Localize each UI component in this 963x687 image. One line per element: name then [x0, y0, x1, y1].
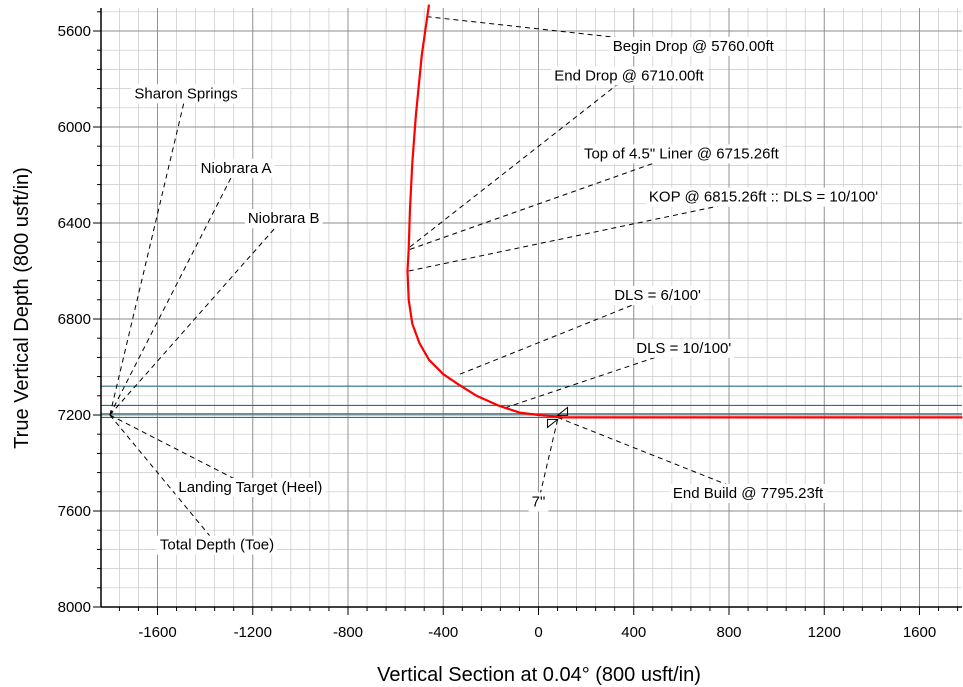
- annotation-label: 7": [532, 493, 546, 510]
- y-axis-label: True Vertical Depth (800 usft/in): [11, 167, 33, 449]
- annotation: Niobrara B: [244, 209, 323, 229]
- casing-marker: [547, 418, 559, 429]
- x-tick-label: 1200: [808, 624, 841, 641]
- annotation-leader: [409, 152, 682, 250]
- annotation-background: [528, 492, 549, 512]
- y-tick-label: 8000: [58, 599, 91, 616]
- x-tick-label: -800: [333, 624, 363, 641]
- annotation: DLS = 10/100': [633, 338, 735, 358]
- y-tick-label: 6000: [58, 119, 91, 136]
- well-path-line: [406, 4, 963, 419]
- annotation-label: Sharon Springs: [134, 85, 237, 102]
- annotation: End Build @ 7795.23ft: [669, 484, 828, 503]
- y-tick-label: 5600: [58, 23, 91, 40]
- casing-marker: [556, 406, 569, 416]
- x-tick-label: -400: [428, 624, 458, 641]
- annotation-background: [551, 66, 708, 86]
- annotation-leader: [109, 414, 251, 488]
- y-tick-label: 6400: [58, 215, 91, 232]
- annotation-label: Begin Drop @ 5760.00ft: [613, 38, 775, 55]
- annotation-background: [131, 84, 241, 104]
- annotation-leader: [557, 416, 749, 494]
- annotation-label: DLS = 6/100': [614, 287, 701, 304]
- annotation: DLS = 6/100': [611, 286, 705, 305]
- annotation-leader: [109, 217, 285, 416]
- annotation: Total Depth (Toe): [156, 535, 278, 555]
- annotation: Sharon Springs: [131, 84, 241, 104]
- x-tick-label: 1600: [903, 624, 936, 641]
- annotation: KOP @ 6815.26ft :: DLS = 10/100': [645, 187, 882, 207]
- annotation-label: Top of 4.5" Liner @ 6715.26ft: [584, 145, 780, 162]
- annotation-label: Landing Target (Heel): [178, 479, 322, 496]
- annotation: Niobrara A: [197, 158, 275, 178]
- annotation-label: KOP @ 6815.26ft :: DLS = 10/100': [649, 189, 878, 206]
- annotation-background: [669, 484, 828, 503]
- annotation-background: [197, 158, 275, 178]
- annotation: Landing Target (Heel): [175, 478, 326, 497]
- annotation: End Drop @ 6710.00ft: [551, 66, 708, 86]
- annotation-leader: [459, 294, 658, 375]
- annotation-background: [175, 478, 326, 497]
- annotation-background: [645, 187, 882, 207]
- annotation: Begin Drop @ 5760.00ft: [609, 36, 778, 56]
- y-tick-label: 7600: [58, 503, 91, 520]
- annotation-background: [611, 286, 705, 305]
- series: [406, 4, 963, 419]
- annotation: 7": [528, 492, 549, 512]
- annotation-background: [633, 338, 735, 358]
- casing-markers: [547, 406, 569, 429]
- x-tick-label: -1200: [234, 624, 272, 641]
- annotation-leader: [538, 419, 559, 502]
- annotation-label: DLS = 10/100': [636, 340, 731, 357]
- annotation: Top of 4.5" Liner @ 6715.26ft: [580, 144, 783, 164]
- x-tick-label: 800: [716, 624, 741, 641]
- x-tick-label: 0: [534, 624, 542, 641]
- annotation-leaders: [109, 16, 764, 545]
- annotation-leader: [409, 75, 630, 248]
- annotation-leader: [109, 414, 218, 545]
- annotation-label: End Drop @ 6710.00ft: [554, 67, 704, 84]
- ticks: -1600 -1200 -800 -400 0 400 800 1200 1600 5600 600…: [58, 11, 959, 641]
- annotation-label: Niobrara A: [201, 160, 272, 177]
- formation-lines: [101, 385, 962, 418]
- annotation-leader: [109, 93, 187, 416]
- y-tick-label: 6800: [58, 311, 91, 328]
- annotation-leader: [408, 196, 764, 272]
- x-axis-label: Vertical Section at 0.04° (800 usft/in): [377, 664, 701, 686]
- x-tick-label: -1600: [138, 624, 176, 641]
- y-tick-label: 7200: [58, 407, 91, 424]
- annotation-background: [580, 144, 783, 164]
- annotation-background: [244, 209, 323, 229]
- annotation-leader: [109, 167, 237, 416]
- annotation-label: End Build @ 7795.23ft: [673, 485, 824, 502]
- annotation-labels: Begin Drop @ 5760.00ft End Drop @ 6710.00…: [131, 36, 882, 555]
- annotation-label: Niobrara B: [248, 210, 320, 227]
- annotation-label: Total Depth (Toe): [160, 537, 274, 554]
- annotation-background: [609, 36, 778, 56]
- annotation-background: [156, 535, 278, 555]
- x-tick-label: 400: [621, 624, 646, 641]
